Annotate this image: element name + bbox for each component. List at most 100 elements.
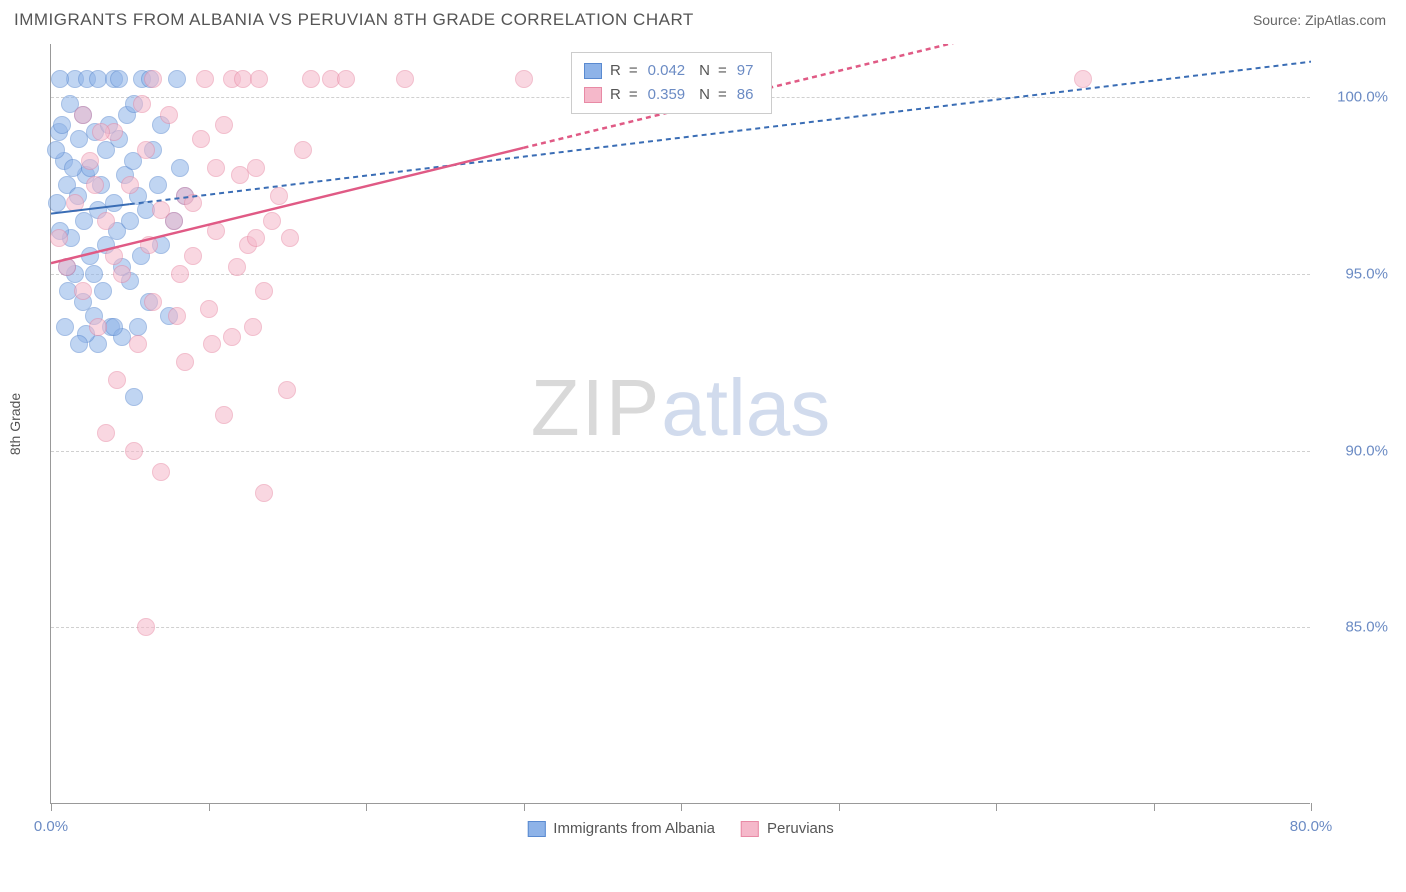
- scatter-point: [64, 159, 82, 177]
- legend-r-value: 0.042: [648, 59, 686, 83]
- scatter-point: [223, 328, 241, 346]
- scatter-point: [171, 159, 189, 177]
- scatter-point: [48, 194, 66, 212]
- ytick-label: 100.0%: [1318, 89, 1388, 106]
- legend-equals: =: [629, 59, 638, 83]
- scatter-point: [215, 406, 233, 424]
- watermark-zip: ZIP: [531, 363, 661, 452]
- scatter-point: [94, 282, 112, 300]
- scatter-point: [250, 70, 268, 88]
- y-axis-label: 8th Grade: [7, 392, 23, 454]
- xtick-label: 80.0%: [1290, 818, 1333, 835]
- legend-n-label: N: [699, 59, 710, 83]
- stats-legend: R=0.042N=97R=0.359N=86: [571, 52, 772, 114]
- scatter-point: [168, 307, 186, 325]
- scatter-point: [125, 388, 143, 406]
- ytick-label: 90.0%: [1318, 442, 1388, 459]
- scatter-point: [121, 212, 139, 230]
- scatter-point: [51, 70, 69, 88]
- scatter-point: [165, 212, 183, 230]
- legend-equals: =: [629, 83, 638, 107]
- scatter-point: [56, 318, 74, 336]
- scatter-point: [86, 176, 104, 194]
- scatter-point: [129, 318, 147, 336]
- scatter-point: [207, 222, 225, 240]
- xtick: [1311, 803, 1312, 811]
- legend-r-value: 0.359: [648, 83, 686, 107]
- scatter-point: [137, 618, 155, 636]
- scatter-point: [160, 106, 178, 124]
- legend-n-value: 86: [737, 83, 754, 107]
- scatter-point: [110, 70, 128, 88]
- scatter-point: [140, 236, 158, 254]
- legend-swatch: [584, 87, 602, 103]
- legend-n-label: N: [699, 83, 710, 107]
- scatter-point: [133, 95, 151, 113]
- legend-equals: =: [718, 59, 727, 83]
- scatter-point: [176, 353, 194, 371]
- bottom-legend-item: Peruvians: [741, 820, 834, 837]
- stats-legend-row: R=0.042N=97: [584, 59, 759, 83]
- scatter-point: [152, 463, 170, 481]
- scatter-point: [255, 282, 273, 300]
- watermark-atlas: atlas: [661, 363, 830, 452]
- xtick: [51, 803, 52, 811]
- gridline-h: [51, 627, 1310, 628]
- xtick-label: 0.0%: [34, 818, 68, 835]
- scatter-point: [81, 152, 99, 170]
- legend-swatch: [584, 63, 602, 79]
- scatter-point: [81, 247, 99, 265]
- scatter-point: [396, 70, 414, 88]
- scatter-point: [58, 258, 76, 276]
- stats-legend-row: R = 0.359 N = 86: [584, 83, 759, 107]
- scatter-point: [74, 282, 92, 300]
- legend-label: Immigrants from Albania: [553, 820, 715, 837]
- scatter-point: [97, 424, 115, 442]
- gridline-h: [51, 451, 1310, 452]
- scatter-point: [255, 484, 273, 502]
- scatter-point: [149, 176, 167, 194]
- scatter-point: [263, 212, 281, 230]
- scatter-point: [281, 229, 299, 247]
- xtick: [209, 803, 210, 811]
- scatter-point: [192, 130, 210, 148]
- watermark: ZIPatlas: [531, 362, 830, 454]
- scatter-point: [105, 247, 123, 265]
- scatter-point: [278, 381, 296, 399]
- scatter-point: [70, 335, 88, 353]
- scatter-point: [207, 159, 225, 177]
- scatter-point: [168, 70, 186, 88]
- plot-area: 8th Grade ZIPatlas 85.0%90.0%95.0%100.0%…: [50, 44, 1310, 804]
- scatter-point: [53, 116, 71, 134]
- legend-swatch: [741, 821, 759, 837]
- legend-equals: =: [718, 83, 727, 107]
- scatter-point: [270, 187, 288, 205]
- legend-r-label: R: [610, 83, 621, 107]
- scatter-point: [200, 300, 218, 318]
- bottom-legend: Immigrants from Albania Peruvians: [527, 820, 833, 837]
- xtick: [1154, 803, 1155, 811]
- scatter-point: [125, 442, 143, 460]
- scatter-point: [203, 335, 221, 353]
- scatter-point: [215, 116, 233, 134]
- scatter-point: [89, 318, 107, 336]
- chart-source: Source: ZipAtlas.com: [1253, 12, 1386, 28]
- scatter-point: [247, 159, 265, 177]
- xtick: [524, 803, 525, 811]
- xtick: [996, 803, 997, 811]
- scatter-point: [302, 70, 320, 88]
- scatter-point: [85, 265, 103, 283]
- scatter-point: [137, 141, 155, 159]
- xtick: [681, 803, 682, 811]
- scatter-point: [247, 229, 265, 247]
- scatter-point: [74, 106, 92, 124]
- legend-r-label: R: [610, 59, 621, 83]
- scatter-point: [129, 335, 147, 353]
- ytick-label: 95.0%: [1318, 265, 1388, 282]
- scatter-point: [66, 194, 84, 212]
- xtick: [839, 803, 840, 811]
- scatter-point: [144, 293, 162, 311]
- chart-header: IMMIGRANTS FROM ALBANIA VS PERUVIAN 8TH …: [0, 0, 1406, 38]
- xtick: [366, 803, 367, 811]
- scatter-point: [294, 141, 312, 159]
